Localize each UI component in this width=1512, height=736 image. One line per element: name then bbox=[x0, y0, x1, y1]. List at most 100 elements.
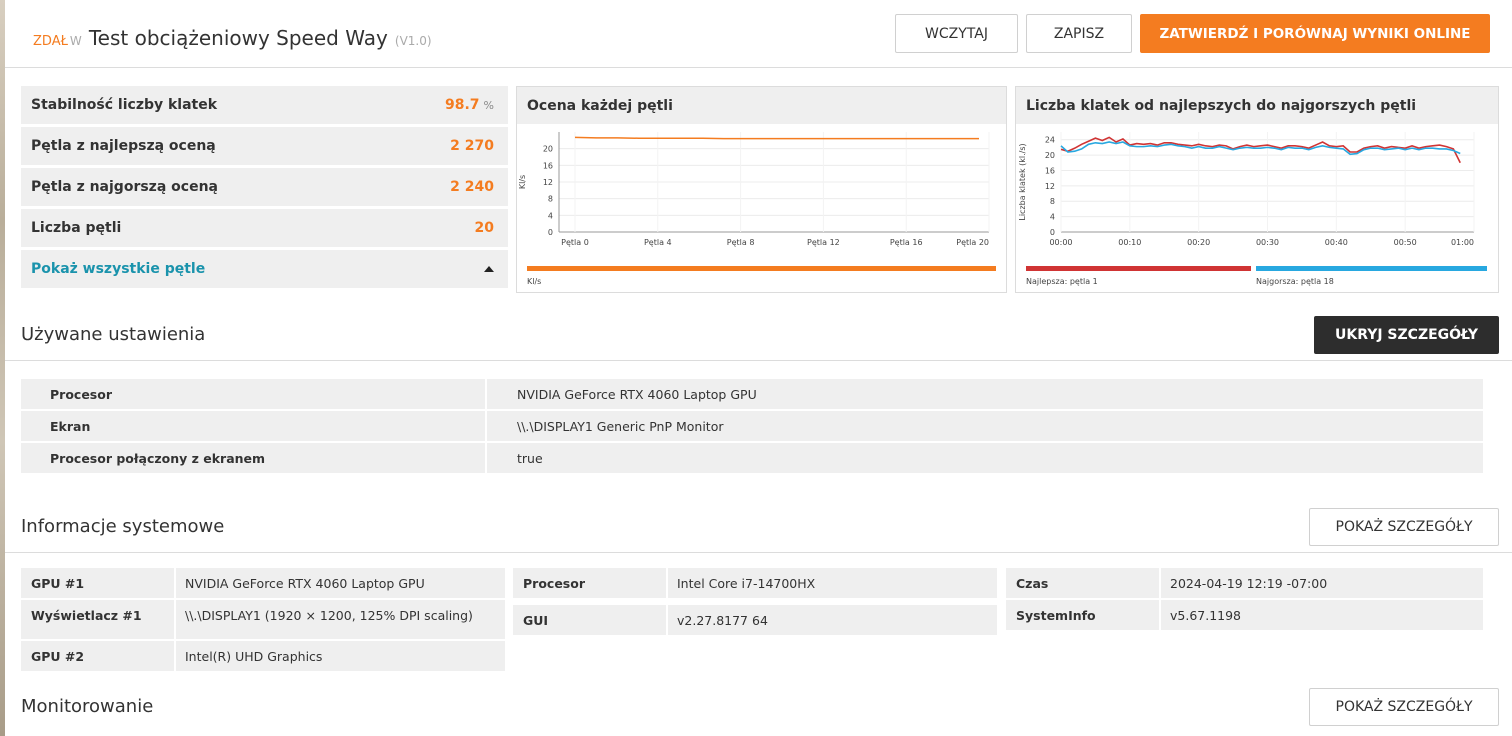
load-button[interactable]: WCZYTAJ bbox=[895, 14, 1018, 53]
divider bbox=[5, 360, 1512, 361]
monitoring-title: Monitorowanie bbox=[21, 696, 154, 717]
x-tick-label: 00:10 bbox=[1118, 238, 1141, 247]
show-all-loops-link[interactable]: Pokaż wszystkie pętle bbox=[31, 261, 206, 277]
show-system-details-button[interactable]: POKAŻ SZCZEGÓŁY bbox=[1309, 508, 1499, 546]
table-row: GUI v2.27.8177 64 bbox=[513, 605, 997, 635]
system-info-col-2: Procesor Intel Core i7-14700HX GUI v2.27… bbox=[513, 568, 997, 637]
x-tick-label: Pętla 16 bbox=[890, 238, 923, 247]
save-button[interactable]: ZAPISZ bbox=[1026, 14, 1132, 53]
settings-table: Procesor NVIDIA GeForce RTX 4060 Laptop … bbox=[21, 379, 1483, 475]
setting-value: NVIDIA GeForce RTX 4060 Laptop GPU bbox=[517, 387, 757, 402]
y-tick-label: 8 bbox=[1050, 197, 1055, 206]
y-tick-label: 20 bbox=[543, 145, 553, 154]
stat-value: 2 240 bbox=[450, 179, 494, 195]
table-row: Procesor NVIDIA GeForce RTX 4060 Laptop … bbox=[21, 379, 1483, 409]
x-tick-label: 00:00 bbox=[1049, 238, 1072, 247]
table-row: Procesor połączony z ekranem true bbox=[21, 443, 1483, 473]
info-key: GPU #2 bbox=[21, 641, 176, 671]
info-key: Wyświetlacz #1 bbox=[21, 600, 176, 639]
info-value: 2024-04-19 12:19 -07:00 bbox=[1170, 576, 1328, 591]
x-tick-label: Pętla 8 bbox=[727, 238, 755, 247]
legend-bar-best bbox=[1026, 266, 1251, 271]
framerate-chart-panel: Liczba klatek od najlepszych do najgorsz… bbox=[1015, 86, 1499, 293]
chart-title: Ocena każdej pętli bbox=[517, 87, 1006, 124]
x-tick-label: 00:30 bbox=[1256, 238, 1279, 247]
info-value: v2.27.8177 64 bbox=[677, 613, 768, 628]
stat-value: 98.7% bbox=[445, 97, 494, 113]
legend-label: Kl/s bbox=[527, 277, 541, 286]
loop-score-chart: 0 4 8 12 16 20 Pętla 0 Pętla 4 Pętla 8 Pętla 12 Pę… bbox=[518, 132, 996, 286]
setting-value: \\.\DISPLAY1 Generic PnP Monitor bbox=[517, 419, 724, 434]
info-key: SystemInfo bbox=[1006, 600, 1161, 630]
stat-label: Pętla z najlepszą oceną bbox=[31, 138, 216, 154]
stat-unit: % bbox=[483, 99, 494, 112]
status-in: W bbox=[69, 34, 82, 48]
info-key: GUI bbox=[513, 605, 668, 635]
y-tick-label: 12 bbox=[543, 178, 553, 187]
background-edge bbox=[0, 0, 5, 736]
x-tick-label: 00:40 bbox=[1325, 238, 1348, 247]
page-title: Test obciążeniowy Speed Way bbox=[88, 26, 388, 50]
stat-value: 2 270 bbox=[450, 138, 494, 154]
table-row: Wyświetlacz #1 \\.\DISPLAY1 (1920 × 1200… bbox=[21, 600, 505, 639]
triangle-up-icon[interactable] bbox=[484, 266, 494, 272]
setting-key: Procesor bbox=[21, 379, 487, 409]
legend-label-worst: Najgorsza: pętla 18 bbox=[1256, 277, 1334, 286]
chart-title: Liczba klatek od najlepszych do najgorsz… bbox=[1016, 87, 1498, 124]
hide-details-button[interactable]: UKRYJ SZCZEGÓŁY bbox=[1314, 316, 1499, 354]
x-tick-label: Pętla 0 bbox=[561, 238, 589, 247]
x-tick-label: Pętla 4 bbox=[644, 238, 672, 247]
table-row: SystemInfo v5.67.1198 bbox=[1006, 600, 1483, 630]
stat-value: 20 bbox=[474, 220, 494, 236]
y-tick-label: 0 bbox=[1050, 228, 1055, 237]
y-axis-label: Liczba klatek (kl./s) bbox=[1018, 143, 1027, 220]
x-tick-label: Pętla 12 bbox=[807, 238, 840, 247]
y-tick-label: 4 bbox=[548, 211, 553, 220]
y-tick-label: 16 bbox=[1045, 166, 1055, 175]
y-tick-label: 20 bbox=[1045, 151, 1055, 160]
system-info-title: Informacje systemowe bbox=[21, 516, 225, 537]
table-row: GPU #1 NVIDIA GeForce RTX 4060 Laptop GP… bbox=[21, 568, 505, 598]
framerate-chart: 0 4 8 12 16 20 24 00:00 00:10 00:20 00:30 00:40 00:5… bbox=[1018, 132, 1487, 286]
show-monitoring-details-button[interactable]: POKAŻ SZCZEGÓŁY bbox=[1309, 688, 1499, 726]
version-label: (V1.0) bbox=[394, 34, 432, 48]
y-tick-label: 24 bbox=[1045, 136, 1055, 145]
stat-number: 98.7 bbox=[445, 97, 480, 113]
table-row: GPU #2 Intel(R) UHD Graphics bbox=[21, 641, 505, 671]
info-key: Procesor bbox=[513, 568, 668, 598]
table-row: Ekran \\.\DISPLAY1 Generic PnP Monitor bbox=[21, 411, 1483, 441]
title-area: ZDAŁ W Test obciążeniowy Speed Way (V1.0) bbox=[33, 26, 432, 50]
legend-label-best: Najlepsza: pętla 1 bbox=[1026, 277, 1098, 286]
stat-row-loop-count: Liczba pętli 20 bbox=[21, 209, 508, 247]
stat-row-best: Pętla z najlepszą oceną 2 270 bbox=[21, 127, 508, 165]
stat-label: Liczba pętli bbox=[31, 220, 122, 236]
series-line bbox=[1060, 141, 1461, 156]
show-all-loops-toggle[interactable]: Pokaż wszystkie pętle bbox=[21, 250, 508, 288]
series-line bbox=[574, 136, 979, 140]
system-info-col-3: Czas 2024-04-19 12:19 -07:00 SystemInfo … bbox=[1006, 568, 1483, 632]
x-tick-label: 01:00 bbox=[1451, 238, 1474, 247]
status-badge: ZDAŁ bbox=[33, 34, 68, 49]
system-info-col-1: GPU #1 NVIDIA GeForce RTX 4060 Laptop GP… bbox=[21, 568, 505, 673]
loop-score-chart-panel: Ocena każdej pętli 0 4 8 12 16 20 Pętla 0 Pętla… bbox=[516, 86, 1007, 293]
info-value: NVIDIA GeForce RTX 4060 Laptop GPU bbox=[185, 576, 425, 591]
y-tick-label: 12 bbox=[1045, 182, 1055, 191]
stat-row-worst: Pętla z najgorszą oceną 2 240 bbox=[21, 168, 508, 206]
stat-row-stability: Stabilność liczby klatek 98.7% bbox=[21, 86, 508, 124]
stats-list: Stabilność liczby klatek 98.7% Pętla z n… bbox=[21, 86, 508, 291]
y-tick-label: 16 bbox=[543, 161, 553, 170]
legend-bar-worst bbox=[1256, 266, 1487, 271]
info-value: Intel(R) UHD Graphics bbox=[185, 649, 323, 664]
settings-title: Używane ustawienia bbox=[21, 324, 206, 345]
series-line bbox=[1060, 136, 1461, 164]
y-tick-label: 0 bbox=[548, 228, 553, 237]
info-key: Czas bbox=[1006, 568, 1161, 598]
x-tick-label: 00:20 bbox=[1187, 238, 1210, 247]
divider bbox=[5, 552, 1512, 553]
y-tick-label: 4 bbox=[1050, 213, 1055, 222]
submit-compare-button[interactable]: ZATWIERDŹ I PORÓWNAJ WYNIKI ONLINE bbox=[1140, 14, 1490, 53]
y-tick-label: 8 bbox=[548, 195, 553, 204]
legend-bar bbox=[527, 266, 996, 271]
setting-value: true bbox=[517, 451, 543, 466]
stat-label: Stabilność liczby klatek bbox=[31, 97, 218, 113]
